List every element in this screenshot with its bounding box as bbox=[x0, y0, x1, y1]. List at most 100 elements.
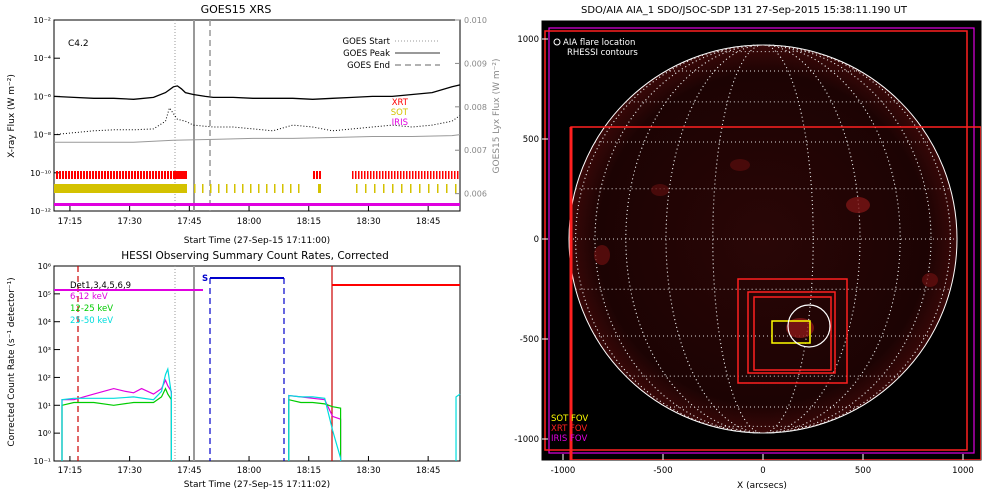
xrt-coverage-tick bbox=[454, 171, 456, 179]
xrt-coverage-tick bbox=[143, 171, 145, 179]
hessi-panel: HESSI Observing Summary Count Rates, Cor… bbox=[7, 250, 461, 490]
hessi-s-marker: S bbox=[202, 274, 208, 284]
goes-legend: GOES Start GOES Peak GOES End bbox=[342, 37, 440, 71]
longitude-line bbox=[594, 44, 932, 434]
xrt-coverage-tick bbox=[74, 171, 76, 179]
goes-x-tick-label: 18:15 bbox=[296, 217, 321, 227]
goes-class-label: C4.2 bbox=[68, 39, 89, 49]
xrt-coverage-tick bbox=[131, 171, 133, 179]
sot-coverage-tick bbox=[365, 184, 367, 193]
sot-coverage-tick bbox=[290, 184, 292, 193]
goes-x-tick-label: 17:45 bbox=[177, 217, 202, 227]
hessi-y-axis: 10⁶ 10⁵ 10⁴ 10³ 10² 10¹ 10⁰ 10⁻¹ bbox=[33, 262, 60, 466]
xrt-coverage-tick bbox=[382, 171, 384, 179]
legend-25-50-kev: 25-50 keV bbox=[70, 316, 113, 326]
active-region bbox=[651, 184, 669, 196]
legend-goes-peak: GOES Peak bbox=[343, 49, 390, 59]
hessi-x-tick-label: 17:45 bbox=[177, 466, 202, 476]
xrt-coverage-tick bbox=[92, 171, 94, 179]
legend-xrt-fov: XRT FOV bbox=[551, 424, 587, 434]
legend-aia-flare: AIA flare location bbox=[563, 38, 635, 48]
xrt-coverage-tick bbox=[385, 171, 387, 179]
sot-coverage-tick bbox=[250, 184, 252, 193]
xrt-coverage-tick bbox=[439, 171, 441, 179]
hessi-series-segment bbox=[455, 393, 461, 461]
hessi-y-tick-label: 10⁻¹ bbox=[33, 457, 51, 466]
xrt-coverage-tick bbox=[128, 171, 130, 179]
hessi-plot-frame bbox=[53, 265, 461, 462]
legend-iris: IRIS bbox=[392, 118, 408, 128]
aia-x-axis-label: X (arcsecs) bbox=[737, 481, 787, 491]
hessi-y-tick-label: 10⁵ bbox=[38, 290, 51, 299]
goes-instrument-bars bbox=[54, 171, 460, 206]
xrt-coverage-tick bbox=[110, 171, 112, 179]
xrt-coverage-tick bbox=[406, 171, 408, 179]
sot-fov bbox=[771, 320, 811, 344]
sot-coverage-tick bbox=[318, 184, 321, 193]
xrt-coverage-tick bbox=[140, 171, 142, 179]
xrt-coverage-tick bbox=[421, 171, 423, 179]
xrt-coverage-tick bbox=[167, 171, 169, 179]
hessi-legend: Det1,3,4,5,6,9 6-12 keV 12-25 keV 25-50 … bbox=[70, 281, 131, 326]
sot-coverage-tick bbox=[242, 184, 244, 193]
aia-x-tick-label: -1000 bbox=[551, 466, 576, 476]
sot-coverage-tick bbox=[258, 184, 260, 193]
legend-rhessi-contours: RHESSI contours bbox=[567, 48, 638, 58]
xrt-coverage-tick bbox=[436, 171, 438, 179]
sot-coverage-tick bbox=[298, 184, 300, 193]
aia-x-axis: -1000 -500 0 500 1000 bbox=[551, 454, 974, 476]
goes-x-tick-label: 18:45 bbox=[416, 217, 441, 227]
sot-coverage-tick bbox=[226, 184, 228, 193]
aia-x-tick-label: -500 bbox=[653, 466, 672, 476]
xrt-coverage-tick bbox=[98, 171, 100, 179]
xrt-coverage-tick bbox=[448, 171, 450, 179]
sot-coverage-tick bbox=[234, 184, 236, 193]
xrt-coverage-tick bbox=[62, 171, 64, 179]
xrt-coverage-tick bbox=[71, 171, 73, 179]
legend-iris-fov: IRIS FOV bbox=[551, 434, 587, 444]
xrt-coverage-tick bbox=[146, 171, 148, 179]
goes-y2-tick-label: 0.006 bbox=[464, 190, 487, 199]
xrt-coverage-tick bbox=[316, 171, 318, 179]
xrt-coverage-tick bbox=[445, 171, 447, 179]
xrt-coverage-tick bbox=[68, 171, 70, 179]
legend-xrt: XRT bbox=[392, 98, 409, 108]
goes-x-tick-label: 17:15 bbox=[58, 217, 83, 227]
xrt-coverage-tick bbox=[409, 171, 411, 179]
sot-coverage-tick bbox=[210, 184, 212, 193]
goes-x-axis-label: Start Time (27-Sep-15 17:11:00) bbox=[184, 236, 330, 246]
legend-sot: SOT bbox=[391, 108, 409, 118]
xrt-coverage-tick bbox=[367, 171, 369, 179]
xrt-coverage-tick bbox=[86, 171, 88, 179]
hessi-x-axis: 17:15 17:30 17:45 18:00 18:15 18:30 18:45 bbox=[58, 456, 440, 476]
xrt-coverage-tick bbox=[403, 171, 405, 179]
xrt-coverage-tick bbox=[355, 171, 357, 179]
legend-goes-end: GOES End bbox=[347, 61, 390, 71]
aia-x-tick-label: 1000 bbox=[952, 466, 974, 476]
active-region bbox=[786, 318, 814, 338]
xrt-coverage-tick bbox=[376, 171, 378, 179]
aia-flare-location-circle bbox=[787, 304, 831, 348]
xrt-coverage-tick bbox=[149, 171, 151, 179]
sot-coverage-tick bbox=[218, 184, 220, 193]
xrt-coverage-tick bbox=[158, 171, 160, 179]
xrt-coverage-tick bbox=[364, 171, 366, 179]
xrt-coverage-tick bbox=[442, 171, 444, 179]
sot-coverage-tick bbox=[202, 184, 204, 193]
goes-y-axis-label: X-ray Flux (W m⁻²) bbox=[7, 74, 17, 158]
xrt-fov-small bbox=[737, 278, 848, 384]
xrt-coverage-tick bbox=[59, 171, 61, 179]
legend-sot-fov: SOT FOV bbox=[551, 414, 588, 424]
active-regions bbox=[594, 159, 938, 338]
xrt-coverage-tick bbox=[137, 171, 139, 179]
sot-coverage-tick bbox=[455, 184, 457, 193]
goes-y-tick-label: 10⁻² bbox=[33, 16, 51, 25]
xrt-coverage-tick bbox=[170, 171, 172, 179]
aia-y-tick-label: 500 bbox=[523, 135, 539, 145]
xrt-coverage-tick bbox=[433, 171, 435, 179]
hessi-series-25-50-kev bbox=[61, 366, 172, 461]
goes-series-goes-long bbox=[53, 84, 461, 100]
sot-coverage-tick bbox=[274, 184, 276, 193]
sot-coverage-tick bbox=[410, 184, 412, 193]
